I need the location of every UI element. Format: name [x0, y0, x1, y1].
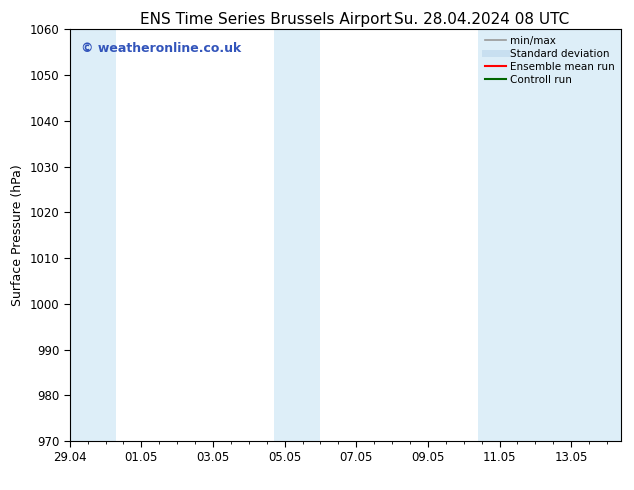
Bar: [274, 29, 320, 441]
Legend: min/max, Standard deviation, Ensemble mean run, Controll run: min/max, Standard deviation, Ensemble me…: [481, 31, 619, 89]
Bar: [478, 29, 621, 441]
Text: © weatheronline.co.uk: © weatheronline.co.uk: [81, 42, 241, 55]
Text: Su. 28.04.2024 08 UTC: Su. 28.04.2024 08 UTC: [394, 12, 569, 27]
Text: ENS Time Series Brussels Airport: ENS Time Series Brussels Airport: [140, 12, 392, 27]
Y-axis label: Surface Pressure (hPa): Surface Pressure (hPa): [11, 164, 24, 306]
Bar: [70, 29, 116, 441]
